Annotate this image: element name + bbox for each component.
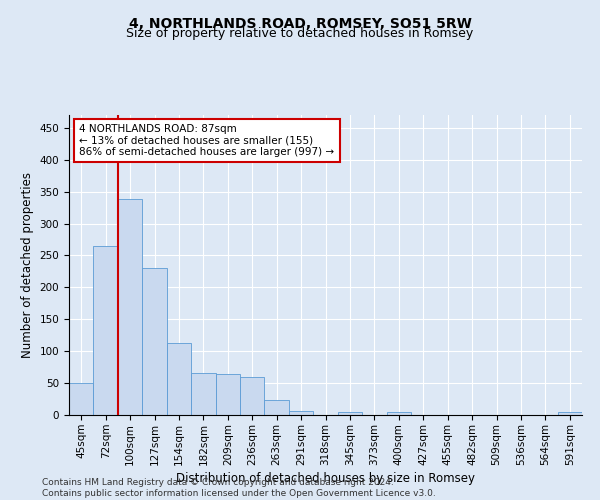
Text: 4, NORTHLANDS ROAD, ROMSEY, SO51 5RW: 4, NORTHLANDS ROAD, ROMSEY, SO51 5RW xyxy=(128,18,472,32)
Bar xyxy=(240,376,265,415)
Bar xyxy=(118,200,142,415)
Bar xyxy=(94,246,118,415)
Bar xyxy=(265,400,289,415)
Bar xyxy=(142,268,167,415)
Bar xyxy=(215,374,240,415)
Text: Contains HM Land Registry data © Crown copyright and database right 2024.
Contai: Contains HM Land Registry data © Crown c… xyxy=(42,478,436,498)
Bar xyxy=(386,412,411,415)
Text: 4 NORTHLANDS ROAD: 87sqm
← 13% of detached houses are smaller (155)
86% of semi-: 4 NORTHLANDS ROAD: 87sqm ← 13% of detach… xyxy=(79,124,334,157)
Bar xyxy=(338,412,362,415)
Y-axis label: Number of detached properties: Number of detached properties xyxy=(21,172,34,358)
Bar xyxy=(289,410,313,415)
Text: Size of property relative to detached houses in Romsey: Size of property relative to detached ho… xyxy=(127,28,473,40)
Bar xyxy=(167,343,191,415)
Bar xyxy=(69,383,94,415)
X-axis label: Distribution of detached houses by size in Romsey: Distribution of detached houses by size … xyxy=(176,472,475,484)
Bar xyxy=(557,412,582,415)
Bar xyxy=(191,373,215,415)
